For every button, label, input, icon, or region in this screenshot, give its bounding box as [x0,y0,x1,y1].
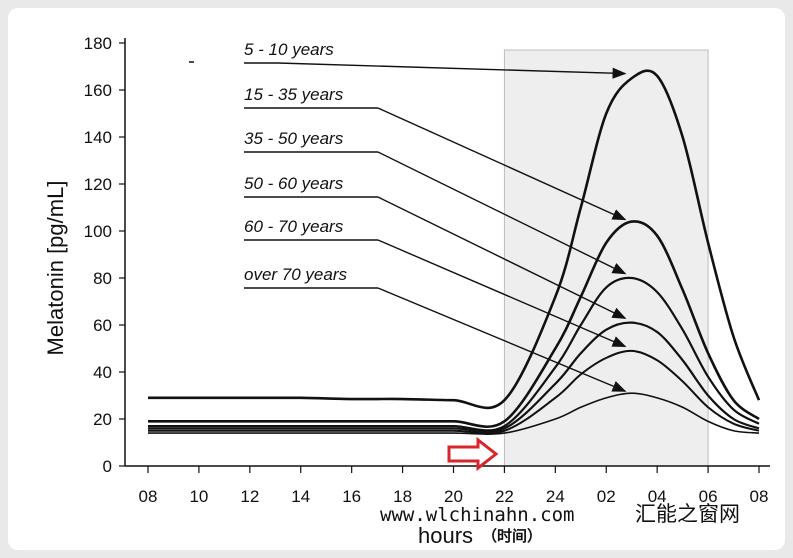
series-curves [147,69,761,435]
series-label: 15 - 35 years [244,85,344,104]
x-tick-label: 10 [189,487,208,506]
series-label-arrow [377,107,627,221]
watermark-site: www.wlchinahn.com [380,504,574,526]
x-tick-label: 08 [139,487,158,506]
series-label-arrow [277,62,627,79]
series-label-arrow [377,287,627,392]
series-line [147,276,760,432]
x-tick-label: 24 [546,487,565,506]
x-tick-label: 14 [291,487,310,506]
series-label: 60 - 70 years [244,217,344,236]
series-line [148,69,761,410]
series-line [148,392,760,435]
y-tick-label: 20 [93,410,112,429]
x-tick-label: 12 [240,487,259,506]
x-tick-label: 20 [444,487,463,506]
y-tick-label: 0 [103,457,112,476]
x-tick-label: 02 [597,487,616,506]
night-shade-rect [503,49,709,467]
x-tick-label: 18 [393,487,412,506]
series-line [148,321,760,433]
x-tick-label: 04 [648,487,667,506]
y-tick-label: 180 [84,34,112,53]
x-tick-label: 06 [699,487,718,506]
axes [124,38,770,467]
series-label: 35 - 50 years [244,129,344,148]
night-shaded-region [503,49,709,467]
night-start-arrow [447,436,499,472]
series-label: 50 - 60 years [244,174,344,193]
image-frame: 0 20 40 60 80 100 120 140 160 180 08 10 12 14 16 18 20 22… [8,8,785,550]
y-tick-label: 100 [84,222,112,241]
series-label: 5 - 10 years [244,40,334,59]
series-line [147,349,760,435]
x-axis-title-cjk: （时间） [482,527,542,545]
x-axis-title: hours [418,523,473,548]
x-tick-label: 22 [495,487,514,506]
series-line [148,220,760,428]
y-tick-label: 160 [84,81,112,100]
series-annotations: 5 - 10 years 15 - 35 years 35 - 50 years 50… [189,40,627,392]
y-tick-label: 40 [93,363,112,382]
x-tick-label: 08 [750,487,769,506]
x-tick-label: 16 [342,487,361,506]
y-axis-title: Melatonin [pg/mL] [43,181,68,356]
y-tick-label: 80 [93,269,112,288]
series-label-arrow [377,239,627,348]
y-tick-label: 140 [84,128,112,147]
watermark-name: 汇能之窗网 [635,502,740,526]
y-tick-label: 60 [93,316,112,335]
series-label-arrow [377,196,627,319]
series-label: over 70 years [244,265,347,284]
series-label-arrow [377,151,627,275]
y-tick-label: 120 [84,175,112,194]
